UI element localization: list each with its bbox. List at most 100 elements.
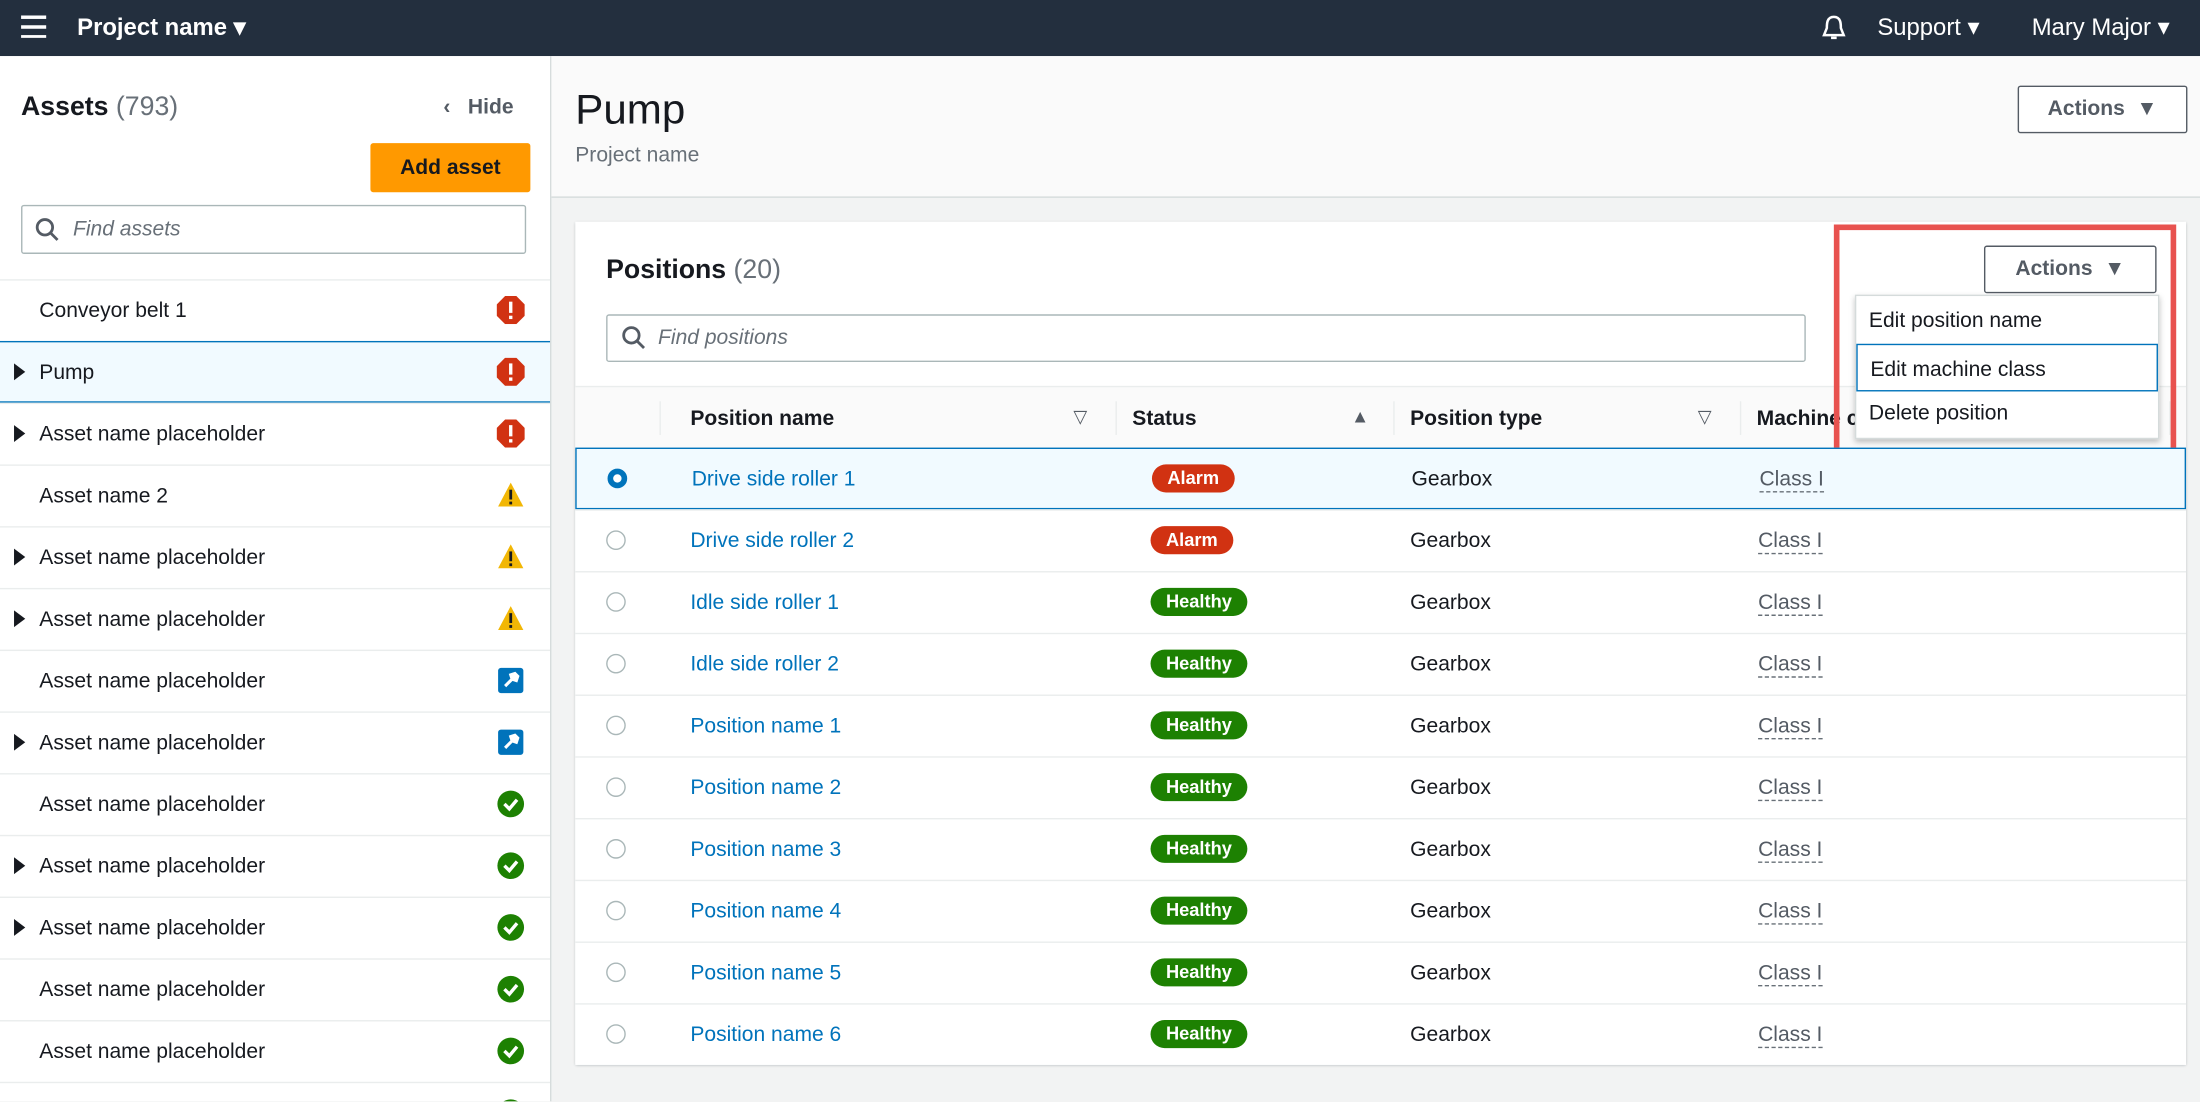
asset-label: Asset name placeholder [39, 422, 265, 446]
position-link[interactable]: Position name 3 [690, 838, 841, 862]
expand-arrow[interactable] [14, 919, 25, 936]
asset-item[interactable]: Asset name placeholder [0, 835, 550, 897]
position-link[interactable]: Position name 2 [690, 776, 841, 800]
expand-arrow[interactable] [14, 610, 25, 627]
sort-icon[interactable]: ▽ [1073, 405, 1087, 427]
machine-class[interactable]: Class I [1758, 591, 1822, 616]
menu-item[interactable]: Delete position [1856, 389, 2158, 437]
expand-arrow[interactable] [14, 425, 25, 442]
status-badge: Healthy [1151, 588, 1248, 616]
actions-menu: Edit position nameEdit machine classDele… [1855, 295, 2159, 440]
column-divider [1393, 401, 1394, 435]
column-header[interactable]: Status [1132, 407, 1196, 431]
asset-label: Asset name placeholder [39, 793, 265, 817]
machine-class[interactable]: Class I [1758, 961, 1822, 986]
table-row[interactable]: Position name 5HealthyGearboxClass I [575, 941, 2186, 1003]
user-menu[interactable]: Mary Major ▾ [2032, 14, 2170, 42]
table-row[interactable]: Drive side roller 2AlarmGearboxClass I [575, 509, 2186, 571]
row-radio[interactable] [606, 716, 626, 736]
column-divider [1115, 401, 1116, 435]
asset-item[interactable]: Asset name placeholder [0, 526, 550, 588]
position-type: Gearbox [1410, 776, 1491, 800]
asset-item[interactable]: Asset name placeholder [0, 897, 550, 959]
row-radio[interactable] [606, 1024, 626, 1044]
machine-class[interactable]: Class I [1758, 776, 1822, 801]
expand-arrow[interactable] [14, 363, 25, 380]
row-radio[interactable] [606, 901, 626, 921]
table-row[interactable]: Idle side roller 1HealthyGearboxClass I [575, 571, 2186, 633]
machine-class[interactable]: Class I [1758, 899, 1822, 924]
table-row[interactable]: Position name 6HealthyGearboxClass I [575, 1003, 2186, 1065]
machine-class[interactable]: Class I [1758, 529, 1822, 554]
asset-item[interactable]: Asset name placeholder [0, 650, 550, 712]
table-row[interactable]: Drive side roller 1AlarmGearboxClass I [575, 448, 2186, 510]
sort-icon[interactable]: ▲ [1351, 405, 1369, 426]
row-radio[interactable] [606, 592, 626, 612]
machine-class[interactable]: Class I [1759, 467, 1823, 492]
row-radio[interactable] [606, 963, 626, 983]
row-radio[interactable] [606, 530, 626, 550]
notifications-icon[interactable] [1821, 14, 1846, 42]
menu-item[interactable]: Edit position name [1856, 296, 2158, 344]
column-header[interactable]: Position type [1410, 407, 1542, 431]
row-radio[interactable] [606, 839, 626, 859]
asset-item[interactable]: Conveyor belt 1 [0, 279, 550, 341]
sort-icon[interactable]: ▽ [1698, 405, 1712, 427]
position-link[interactable]: Drive side roller 2 [690, 529, 854, 553]
position-link[interactable]: Position name 6 [690, 1023, 841, 1047]
support-menu[interactable]: Support ▾ [1877, 14, 1979, 42]
expand-arrow[interactable] [14, 857, 25, 874]
row-radio[interactable] [606, 777, 626, 797]
asset-label: Asset name placeholder [39, 546, 265, 570]
positions-search[interactable]: Find positions [606, 314, 1806, 362]
position-link[interactable]: Position name 5 [690, 961, 841, 985]
asset-item[interactable]: Asset name placeholder [0, 711, 550, 773]
positions-actions-button[interactable]: Actions ▼ [1984, 246, 2157, 294]
asset-item[interactable]: Asset name 2 [0, 464, 550, 526]
position-type: Gearbox [1410, 529, 1491, 553]
expand-arrow[interactable] [14, 549, 25, 566]
column-header[interactable]: Position name [690, 407, 834, 431]
table-row[interactable]: Position name 3HealthyGearboxClass I [575, 818, 2186, 880]
machine-class[interactable]: Class I [1758, 652, 1822, 677]
add-asset-button[interactable]: Add asset [370, 143, 530, 192]
asset-item[interactable]: Asset name placeholder [0, 588, 550, 650]
table-row[interactable]: Position name 2HealthyGearboxClass I [575, 756, 2186, 818]
machine-class[interactable]: Class I [1758, 714, 1822, 739]
table-row[interactable]: Position name 1HealthyGearboxClass I [575, 695, 2186, 757]
asset-item[interactable]: Asset name placeholder [0, 773, 550, 835]
position-link[interactable]: Idle side roller 1 [690, 591, 839, 615]
assets-search[interactable]: Find assets [21, 205, 526, 254]
top-nav: Project name ▾ Support ▾ Mary Major ▾ [0, 0, 2200, 56]
page-actions-button[interactable]: Actions ▼ [2018, 86, 2188, 134]
hide-button[interactable]: ‹ Hide [443, 95, 513, 119]
row-radio[interactable] [606, 654, 626, 674]
position-link[interactable]: Idle side roller 2 [690, 652, 839, 676]
position-type: Gearbox [1410, 899, 1491, 923]
asset-label: Asset name 2 [39, 484, 168, 508]
asset-label: Conveyor belt 1 [39, 299, 186, 323]
machine-class[interactable]: Class I [1758, 838, 1822, 863]
asset-item[interactable]: Asset name placeholder [0, 1082, 550, 1102]
row-radio[interactable] [608, 469, 628, 489]
status-badge: Healthy [1151, 835, 1248, 863]
column-divider [659, 401, 660, 435]
table-row[interactable]: Idle side roller 2HealthyGearboxClass I [575, 633, 2186, 695]
asset-item[interactable]: Asset name placeholder [0, 958, 550, 1020]
table-row[interactable]: Position name 4HealthyGearboxClass I [575, 880, 2186, 942]
positions-heading: Positions (20) [606, 255, 781, 286]
menu-item[interactable]: Edit machine class [1856, 344, 2158, 392]
menu-icon[interactable] [21, 15, 46, 37]
expand-arrow[interactable] [14, 734, 25, 751]
position-link[interactable]: Position name 4 [690, 899, 841, 923]
asset-item[interactable]: Asset name placeholder [0, 1020, 550, 1082]
status-badge: Healthy [1151, 958, 1248, 986]
machine-class[interactable]: Class I [1758, 1023, 1822, 1048]
user-label: Mary Major [2032, 14, 2151, 41]
position-link[interactable]: Drive side roller 1 [692, 467, 856, 491]
asset-item[interactable]: Asset name placeholder [0, 403, 550, 465]
project-name[interactable]: Project name ▾ [77, 14, 245, 42]
assets-count: (793) [116, 93, 178, 122]
position-link[interactable]: Position name 1 [690, 714, 841, 738]
asset-item[interactable]: Pump [0, 341, 550, 403]
